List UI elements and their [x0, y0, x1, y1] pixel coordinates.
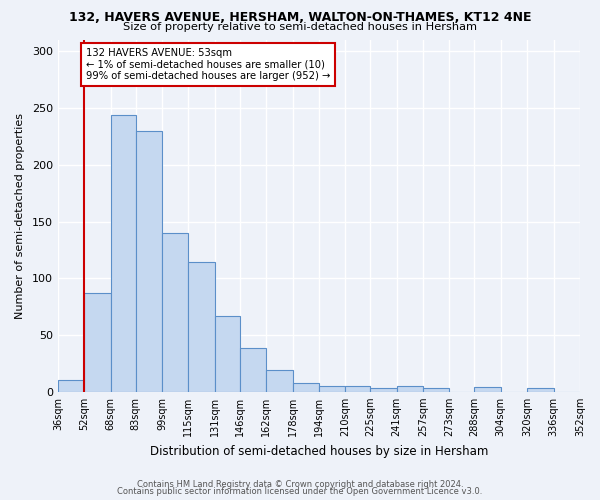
X-axis label: Distribution of semi-detached houses by size in Hersham: Distribution of semi-detached houses by …	[150, 444, 488, 458]
Bar	[370, 388, 397, 392]
Bar	[136, 131, 162, 392]
Bar	[423, 388, 449, 392]
Bar	[239, 348, 266, 392]
Bar	[162, 233, 188, 392]
Bar	[397, 386, 423, 392]
Text: Size of property relative to semi-detached houses in Hersham: Size of property relative to semi-detach…	[123, 22, 477, 32]
Bar	[58, 380, 85, 392]
Bar	[474, 388, 500, 392]
Text: 132, HAVERS AVENUE, HERSHAM, WALTON-ON-THAMES, KT12 4NE: 132, HAVERS AVENUE, HERSHAM, WALTON-ON-T…	[69, 11, 531, 24]
Text: 132 HAVERS AVENUE: 53sqm
← 1% of semi-detached houses are smaller (10)
99% of se: 132 HAVERS AVENUE: 53sqm ← 1% of semi-de…	[86, 48, 331, 81]
Bar	[266, 370, 293, 392]
Text: Contains public sector information licensed under the Open Government Licence v3: Contains public sector information licen…	[118, 487, 482, 496]
Bar	[346, 386, 370, 392]
Bar	[527, 388, 554, 392]
Bar	[85, 293, 111, 392]
Bar	[293, 382, 319, 392]
Text: Contains HM Land Registry data © Crown copyright and database right 2024.: Contains HM Land Registry data © Crown c…	[137, 480, 463, 489]
Bar	[188, 262, 215, 392]
Bar	[111, 115, 136, 392]
Bar	[319, 386, 346, 392]
Bar	[215, 316, 239, 392]
Y-axis label: Number of semi-detached properties: Number of semi-detached properties	[15, 113, 25, 319]
